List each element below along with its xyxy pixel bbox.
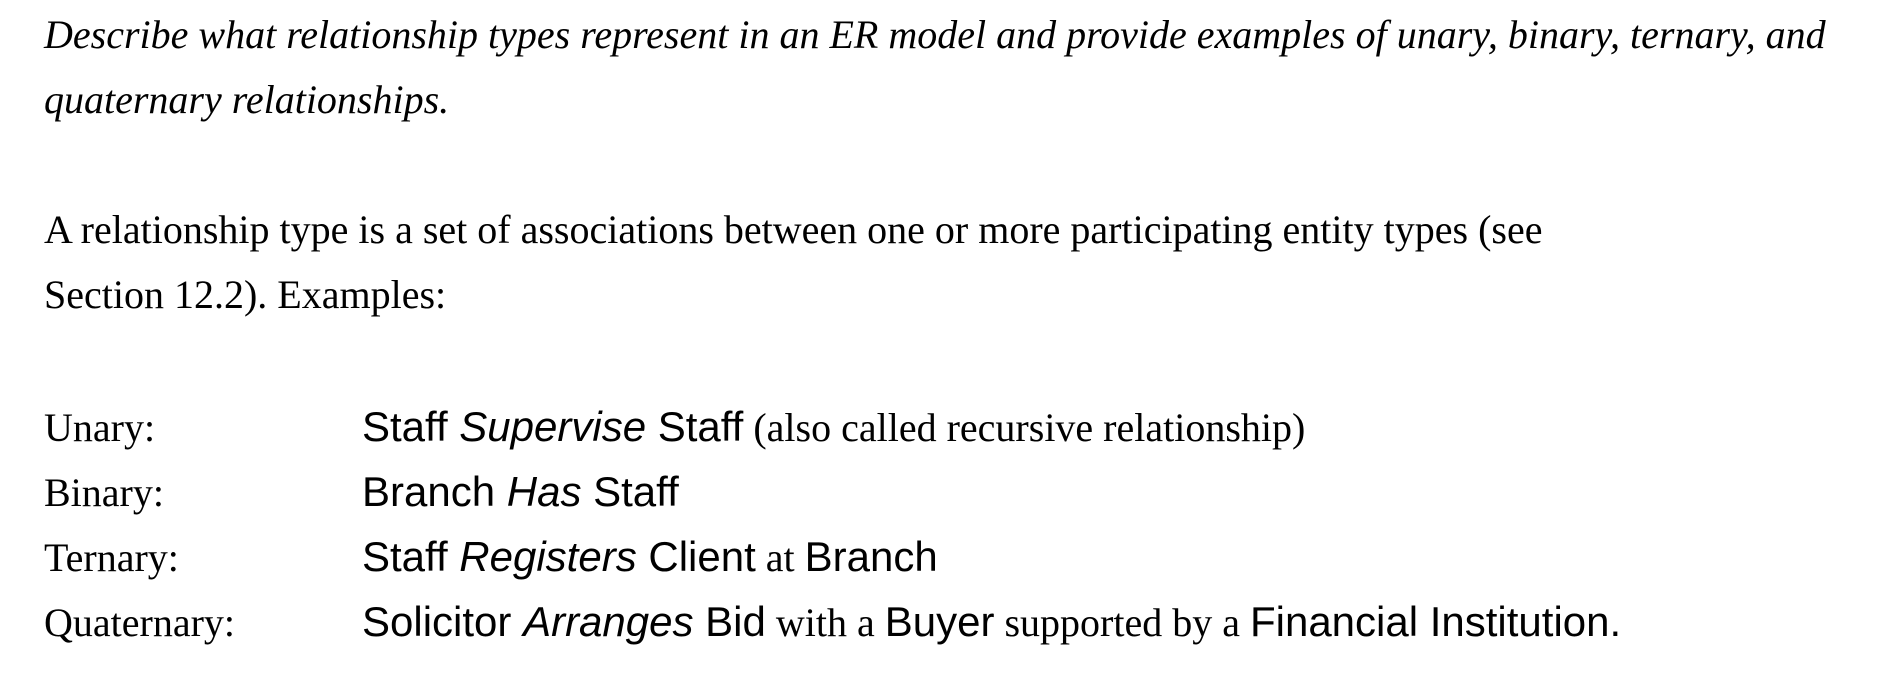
example-text: Branch Has Staff	[362, 459, 679, 525]
example-text: Staff Registers Client at Branch	[362, 524, 938, 590]
example-text: Staff Supervise Staff (also called recur…	[362, 394, 1305, 460]
entity-name: Buyer	[884, 598, 995, 645]
question-text: Describe what relationship types represe…	[44, 12, 1826, 122]
entity-name: Staff	[581, 468, 679, 515]
entity-name: Staff	[362, 533, 460, 580]
example-label: Binary:	[44, 470, 164, 515]
answer-line-2: Section 12.2). Examples:	[44, 272, 447, 317]
entity-name: Bid	[693, 598, 766, 645]
relationship-name: Supervise	[459, 403, 647, 450]
example-label: Quaternary:	[44, 600, 236, 645]
entity-name: Staff	[362, 403, 460, 450]
relationship-name: Arranges	[523, 598, 694, 645]
entity-name: Branch	[362, 468, 507, 515]
example-label: Ternary:	[44, 535, 179, 580]
relationship-name: Has	[506, 468, 582, 515]
entity-name: Financial Institution.	[1249, 598, 1622, 645]
connector-text: at	[755, 535, 805, 580]
example-label: Unary:	[44, 405, 156, 450]
example-text: Solicitor Arranges Bid with a Buyer supp…	[362, 589, 1621, 655]
example-row-quaternary: Quaternary: Solicitor Arranges Bid with …	[44, 589, 1621, 654]
examples-list: Unary: Staff Supervise Staff (also calle…	[44, 394, 1621, 654]
answer-paragraph: A relationship type is a set of associat…	[44, 197, 1844, 327]
entity-name: Client	[636, 533, 756, 580]
connector-text: supported by a	[994, 600, 1250, 645]
example-row-unary: Unary: Staff Supervise Staff (also calle…	[44, 394, 1621, 459]
connector-text: (also called recursive relationship)	[743, 405, 1306, 450]
entity-name: Staff	[646, 403, 744, 450]
connector-text: with a	[765, 600, 885, 645]
entity-name: Branch	[804, 533, 938, 580]
entity-name: Solicitor	[362, 598, 524, 645]
relationship-name: Registers	[459, 533, 637, 580]
example-row-binary: Binary: Branch Has Staff	[44, 459, 1621, 524]
answer-line-1: A relationship type is a set of associat…	[44, 207, 1543, 252]
example-row-ternary: Ternary: Staff Registers Client at Branc…	[44, 524, 1621, 589]
